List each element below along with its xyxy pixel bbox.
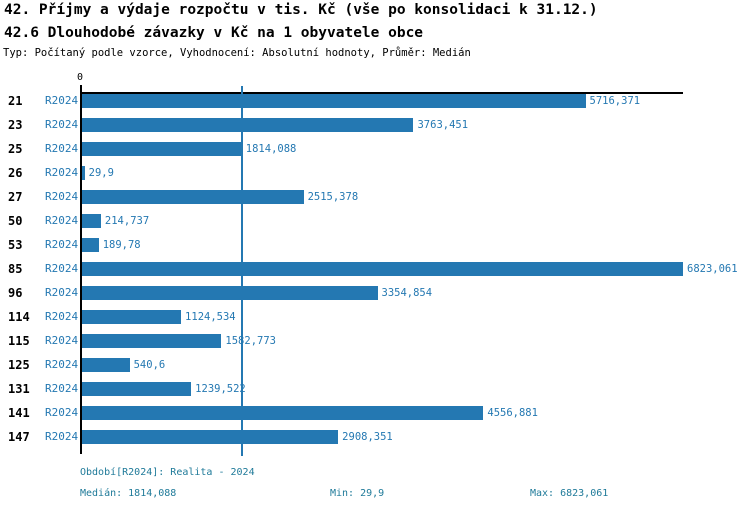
row-category-label: 21 <box>8 94 23 108</box>
row-category-label: 125 <box>8 358 30 372</box>
row-series-label: R2024 <box>45 262 79 275</box>
bar-value-label: 3354,854 <box>381 287 433 299</box>
max-stat: Max: 6823,061 <box>530 488 609 499</box>
bar <box>82 94 586 108</box>
bar-value-label: 189,78 <box>102 239 141 251</box>
chart-subtitle: Typ: Počítaný podle vzorce, Vyhodnocení:… <box>3 47 471 59</box>
row-series-label: R2024 <box>45 190 79 203</box>
bar-value-label: 214,737 <box>104 215 150 227</box>
bar <box>82 406 484 420</box>
period-label: Období[R2024]: Realita - 2024 <box>80 467 255 478</box>
bar-value-label: 3763,451 <box>417 119 469 131</box>
bar-chart: 0 21 R2024 5716,371 23 R2024 3763,451 25 R2024 1… <box>8 72 738 456</box>
row-category-label: 96 <box>8 286 23 300</box>
bar <box>82 142 242 156</box>
row-series-label: R2024 <box>45 406 79 419</box>
row-category-label: 27 <box>8 190 23 204</box>
bar <box>82 214 101 228</box>
x-axis-zero-label: 0 <box>76 72 84 83</box>
row-series-label: R2024 <box>45 94 79 107</box>
bar-value-label: 4556,881 <box>487 407 538 419</box>
bar-value-label: 1124,534 <box>185 311 236 323</box>
row-category-label: 23 <box>8 118 23 132</box>
bar <box>82 358 130 372</box>
row-category-label: 147 <box>8 430 30 444</box>
row-series-label: R2024 <box>45 142 79 155</box>
row-series-label: R2024 <box>45 358 79 371</box>
row-category-label: 50 <box>8 214 23 228</box>
chart-title-line1: 42. Příjmy a výdaje rozpočtu v tis. Kč (… <box>4 2 598 18</box>
row-category-label: 85 <box>8 262 23 276</box>
bar-value-label: 29,9 <box>88 167 114 179</box>
x-axis-line <box>80 92 683 94</box>
row-category-label: 26 <box>8 166 23 180</box>
row-category-label: 141 <box>8 406 30 420</box>
bar <box>82 286 378 300</box>
min-stat: Min: 29,9 <box>330 488 385 499</box>
bar-value-label: 540,6 <box>133 359 166 371</box>
row-series-label: R2024 <box>45 430 79 443</box>
bar <box>82 190 304 204</box>
bar <box>82 238 99 252</box>
bar <box>82 382 192 396</box>
median-stat: Medián: 1814,088 <box>80 488 177 499</box>
bar-value-label: 6823,061 <box>687 263 738 275</box>
bar <box>82 262 683 276</box>
row-series-label: R2024 <box>45 118 79 131</box>
row-category-label: 53 <box>8 238 23 252</box>
row-category-label: 115 <box>8 334 30 348</box>
row-category-label: 25 <box>8 142 23 156</box>
bar-value-label: 1239,522 <box>195 383 246 395</box>
bar <box>82 310 182 324</box>
y-axis-line <box>80 85 82 454</box>
bar-value-label: 2908,351 <box>342 431 393 443</box>
row-category-label: 114 <box>8 310 30 324</box>
bar <box>82 430 339 444</box>
row-series-label: R2024 <box>45 334 79 347</box>
bar-value-label: 1814,088 <box>245 143 297 155</box>
bar-value-label: 5716,371 <box>589 95 641 107</box>
row-series-label: R2024 <box>45 238 79 251</box>
bar <box>82 118 414 132</box>
bar-value-label: 2515,378 <box>307 191 359 203</box>
bar <box>82 334 222 348</box>
chart-title-line2: 42.6 Dlouhodobé závazky v Kč na 1 obyvat… <box>4 25 424 41</box>
row-series-label: R2024 <box>45 382 79 395</box>
row-series-label: R2024 <box>45 286 79 299</box>
bar-value-label: 1582,773 <box>225 335 276 347</box>
row-series-label: R2024 <box>45 214 79 227</box>
row-series-label: R2024 <box>45 166 79 179</box>
bar <box>82 166 85 180</box>
row-category-label: 131 <box>8 382 30 396</box>
row-series-label: R2024 <box>45 310 79 323</box>
